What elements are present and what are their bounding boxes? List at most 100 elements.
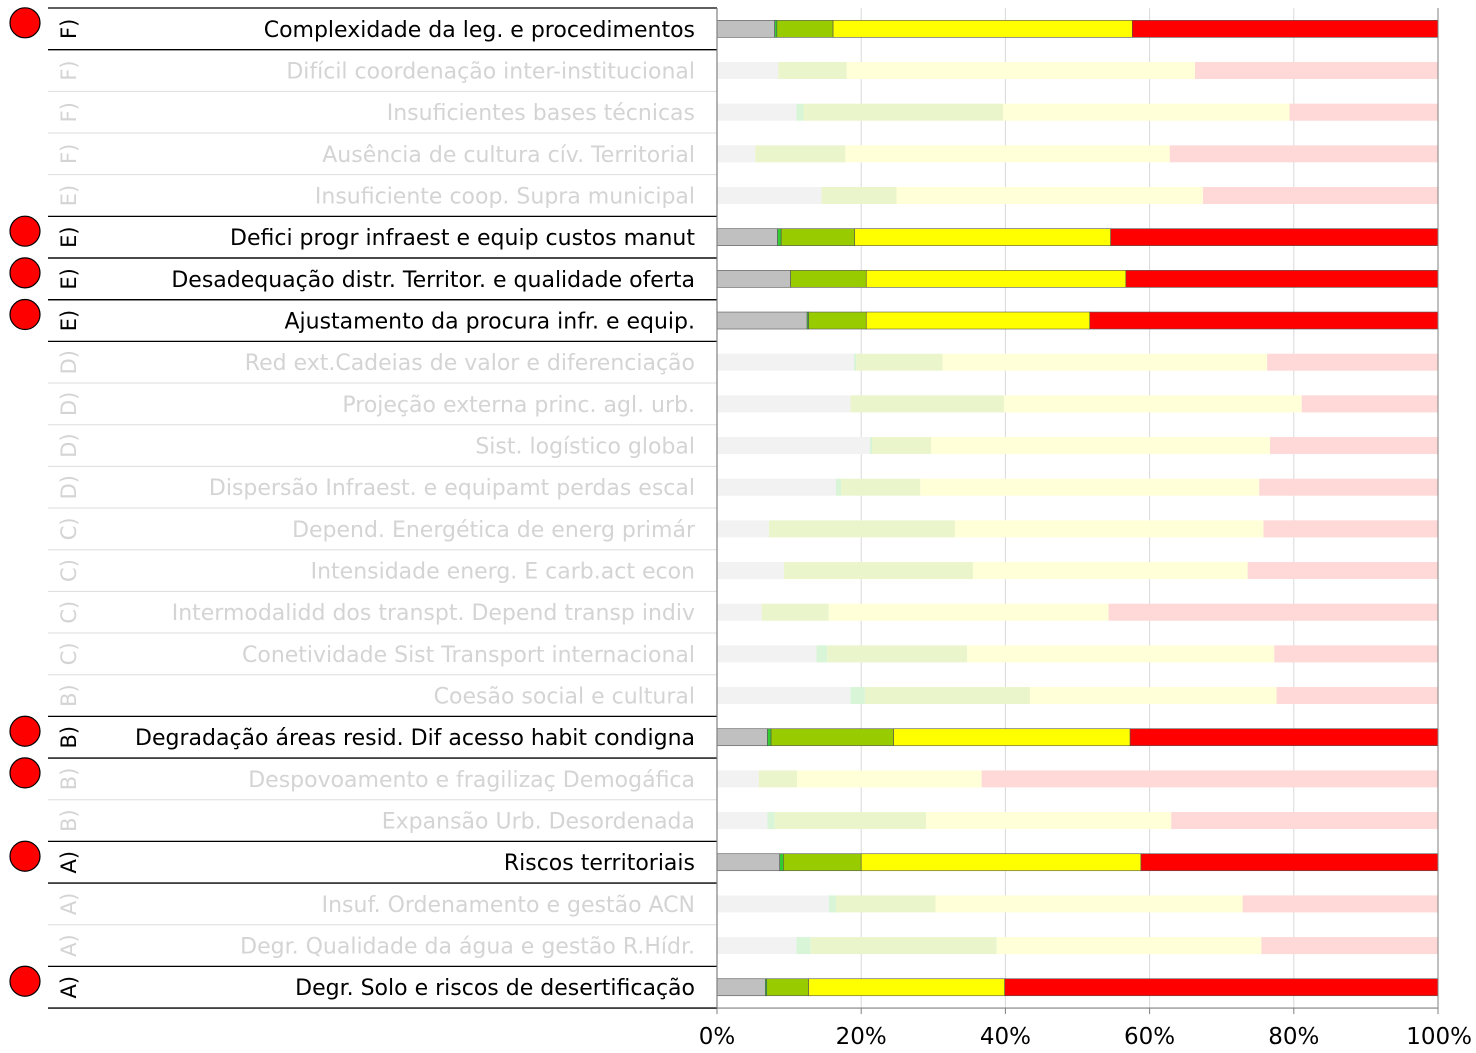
bar-segment <box>779 853 784 872</box>
category-label: Insuf. Ordenamento e gestão ACN <box>322 893 695 918</box>
bar-segment <box>770 728 894 747</box>
bar-segment <box>717 187 822 205</box>
bar-segment <box>716 311 808 330</box>
bar-segment <box>926 812 1172 830</box>
bar-segment <box>935 895 1243 913</box>
group-label: D) <box>57 433 81 457</box>
group-label: D) <box>57 392 81 416</box>
bar-segment <box>1129 728 1439 747</box>
bar-segment <box>954 520 1264 538</box>
bar-segment <box>796 937 811 955</box>
bar-segment <box>856 353 943 371</box>
bar-segment <box>942 353 1268 371</box>
bar-segment <box>893 728 1131 747</box>
bar-segment <box>1301 395 1438 413</box>
x-tick-label: 60% <box>1124 1024 1175 1050</box>
category-label: Degr. Qualidade da água e gestão R.Hídr. <box>240 935 695 960</box>
bar-segment <box>996 937 1262 955</box>
bar-segment <box>717 103 797 121</box>
bar-segment <box>972 562 1248 580</box>
category-label: Riscos territoriais <box>504 851 695 876</box>
bar-segment <box>896 187 1203 205</box>
category-label: Conetividade Sist Transport internaciona… <box>242 643 695 668</box>
bar-segment <box>717 62 779 80</box>
category-label: Desadequação distr. Territor. e qualidad… <box>171 268 695 293</box>
bar-segment <box>755 145 846 163</box>
group-label: E) <box>57 185 81 206</box>
group-label: B) <box>57 684 81 707</box>
bar-segment <box>808 978 1005 997</box>
bar-segment <box>768 520 955 538</box>
group-label: A) <box>57 976 81 999</box>
category-label: Expansão Urb. Desordenada <box>382 810 695 835</box>
bar-segment <box>716 20 775 38</box>
category-label: Insuficientes bases técnicas <box>387 101 695 126</box>
group-label: B) <box>57 726 81 749</box>
group-label: A) <box>57 893 81 916</box>
bar-segment <box>717 562 785 580</box>
bar-segment <box>828 895 836 913</box>
bar-segment <box>810 937 997 955</box>
x-tick-label: 40% <box>980 1024 1031 1050</box>
bar-segment <box>835 895 936 913</box>
group-label: F) <box>57 144 81 164</box>
group-label: F) <box>57 60 81 80</box>
bar-segment <box>717 687 851 705</box>
bar-segment <box>1003 103 1290 121</box>
red-marker-dot <box>9 215 41 247</box>
category-label: Red ext.Cadeias de valor e diferenciação <box>245 351 695 376</box>
bar-segment <box>981 770 1438 788</box>
group-label: C) <box>57 601 81 624</box>
bar-segment <box>716 228 778 246</box>
bar-segment <box>717 812 768 830</box>
bar-segment <box>850 687 865 705</box>
category-label: Difícil coordenação inter-institucional <box>286 60 695 85</box>
bar-segment <box>931 437 1271 455</box>
group-label: E) <box>57 310 81 331</box>
bar-segment <box>1004 978 1439 997</box>
bar-segment <box>1263 520 1438 538</box>
bar-segment <box>717 520 769 538</box>
bar-segment <box>1089 311 1439 330</box>
category-label: Sist. logístico global <box>475 435 695 460</box>
bar-segment <box>717 353 854 371</box>
bar-segment <box>1274 645 1438 663</box>
bar-segment <box>717 478 836 496</box>
group-label: C) <box>57 559 81 582</box>
red-marker-dot <box>9 257 41 289</box>
bar-segment <box>808 311 867 330</box>
bar-segment <box>776 20 834 38</box>
bar-segment <box>1276 687 1438 705</box>
bar-segment <box>774 812 927 830</box>
bar-segment <box>872 437 932 455</box>
group-label: C) <box>57 517 81 540</box>
category-label: Complexidade da leg. e procedimentos <box>264 18 695 43</box>
bar-segment <box>864 687 1030 705</box>
bar-segment <box>832 20 1133 38</box>
category-label: Insuficiente coop. Supra municipal <box>315 185 695 210</box>
bar-segment <box>1195 62 1438 80</box>
bar-segment <box>1108 603 1438 621</box>
red-marker-dot <box>9 965 41 997</box>
bar-segment <box>717 395 851 413</box>
bar-segment <box>766 978 809 997</box>
bar-segment <box>797 770 982 788</box>
red-marker-dot <box>9 7 41 39</box>
category-label: Degradação áreas resid. Dif acesso habit… <box>135 726 695 751</box>
x-tick-label: 100% <box>1406 1024 1472 1050</box>
bar-segment <box>803 103 1004 121</box>
bar-segment <box>716 978 766 997</box>
category-label: Despovoamento e fragilizaç Demogáfica <box>248 768 695 793</box>
x-tick-label: 20% <box>836 1024 887 1050</box>
bar-segment <box>1261 937 1438 955</box>
bar-segment <box>1289 103 1438 121</box>
bar-segment <box>784 562 973 580</box>
group-label: D) <box>57 475 81 499</box>
bar-segment <box>865 311 1091 330</box>
category-label: Dispersão Infraest. e equipamt perdas es… <box>209 476 695 501</box>
x-tick-label: 0% <box>699 1024 736 1050</box>
bar-segment <box>717 437 870 455</box>
bar-segment <box>796 103 804 121</box>
red-marker-dot <box>9 840 41 872</box>
